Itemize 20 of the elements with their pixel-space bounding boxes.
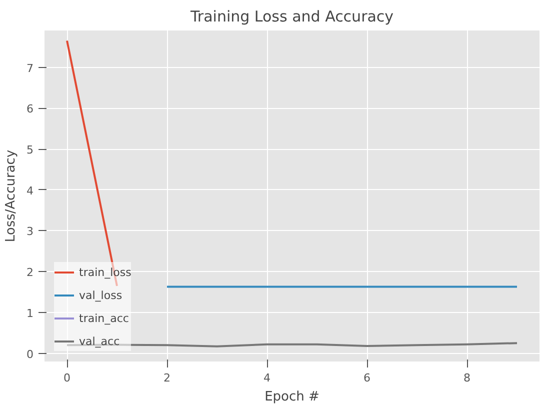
y-tick-label: 0 [26, 348, 34, 361]
x-tick-label: 8 [464, 372, 470, 384]
legend-label: val_acc [79, 334, 120, 348]
legend-label: val_loss [79, 288, 122, 302]
y-tick-label: 5 [26, 144, 34, 157]
y-tick-label: 2 [26, 266, 34, 280]
y-tick-label: 1 [26, 306, 34, 320]
y-tick-label: 6 [26, 102, 34, 116]
x-tick-label: 6 [364, 372, 370, 384]
y-tick-label: 4 [26, 184, 34, 198]
x-tick-label: 2 [164, 372, 170, 384]
legend-label: train_loss [79, 266, 132, 278]
y-axis-title: Loss/Accuracy [4, 150, 18, 242]
x-axis-title: Epoch # [264, 390, 320, 404]
legend-label: train_acc [79, 312, 129, 324]
x-tick-label: 4 [264, 372, 270, 384]
y-tick-label: 3 [26, 225, 34, 238]
y-tick-label: 7 [26, 62, 34, 75]
chart-title: Training Loss and Accuracy [189, 8, 394, 26]
x-tick-label: 0 [64, 372, 70, 384]
